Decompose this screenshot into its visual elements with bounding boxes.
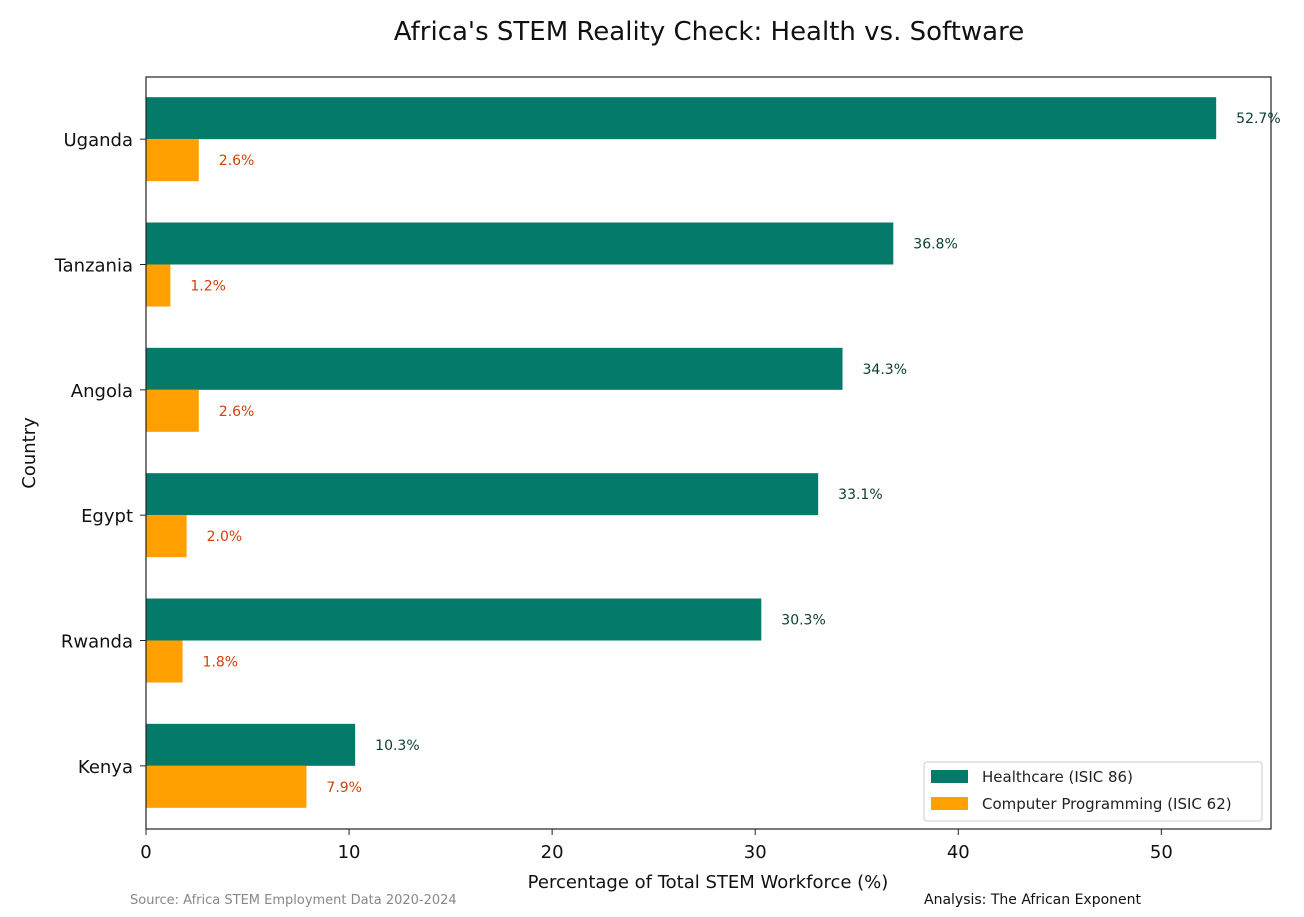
y-tick-label: Rwanda	[61, 632, 133, 653]
data-label: 7.9%	[326, 780, 362, 796]
data-label: 2.6%	[219, 404, 255, 420]
bar-tanzania-programming	[146, 264, 171, 307]
source-note: Source: Africa STEM Employment Data 2020…	[130, 893, 457, 908]
data-label: 52.7%	[1236, 111, 1280, 127]
data-label: 36.8%	[913, 237, 957, 253]
legend-box	[923, 761, 1263, 822]
legend-label-healthcare: Healthcare (ISIC 86)	[982, 768, 1133, 786]
data-label: 2.0%	[207, 529, 243, 545]
x-tick-label: 40	[947, 842, 970, 863]
bar-rwanda-programming	[146, 640, 183, 683]
data-label: 34.3%	[863, 362, 907, 378]
analysis-note: Analysis: The African Exponent	[924, 892, 1142, 908]
y-tick-label: Egypt	[81, 506, 133, 527]
x-tick-label: 0	[140, 842, 151, 863]
y-tick-label: Uganda	[64, 130, 134, 151]
data-label: 1.2%	[190, 279, 226, 295]
plot-frame	[145, 76, 1272, 830]
y-tick-label: Tanzania	[54, 256, 133, 277]
bar-angola-programming	[146, 389, 199, 432]
data-label: 1.8%	[203, 655, 239, 671]
x-tick-label: 10	[338, 842, 361, 863]
legend-swatch-healthcare	[931, 770, 968, 783]
bar-kenya-healthcare	[146, 723, 356, 766]
bar-uganda-programming	[146, 139, 199, 182]
x-tick-label: 50	[1150, 842, 1173, 863]
chart-title: Africa's STEM Reality Check: Health vs. …	[394, 17, 1024, 47]
x-axis-label: Percentage of Total STEM Workforce (%)	[528, 872, 889, 893]
data-label: 10.3%	[375, 738, 419, 754]
legend-label-programming: Computer Programming (ISIC 62)	[982, 795, 1232, 813]
y-tick-label: Kenya	[78, 757, 133, 778]
data-label: 2.6%	[219, 153, 255, 169]
bar-kenya-programming	[146, 765, 307, 808]
data-label: 33.1%	[838, 487, 882, 503]
bar-uganda-healthcare	[146, 97, 1217, 140]
bar-egypt-programming	[146, 515, 187, 558]
legend-swatch-programming	[931, 797, 968, 810]
x-tick-label: 30	[744, 842, 767, 863]
x-tick-label: 20	[541, 842, 564, 863]
legend: Healthcare (ISIC 86) Computer Programmin…	[923, 761, 1263, 822]
y-axis-label: Country	[19, 417, 40, 489]
data-label: 30.3%	[781, 613, 825, 629]
bar-angola-healthcare	[146, 347, 843, 390]
bar-egypt-healthcare	[146, 473, 819, 516]
y-tick-label: Angola	[71, 381, 133, 402]
bar-rwanda-healthcare	[146, 598, 762, 641]
bar-tanzania-healthcare	[146, 222, 894, 265]
